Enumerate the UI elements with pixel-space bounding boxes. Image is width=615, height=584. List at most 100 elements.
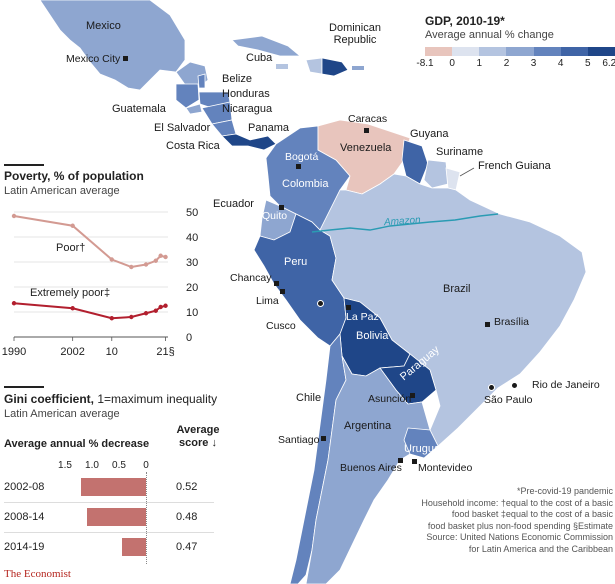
region-cuba <box>231 35 302 57</box>
label-honduras: Honduras <box>222 88 270 100</box>
label-uruguay: Uruguay <box>404 443 446 455</box>
poverty-y-tick: 20 <box>186 282 198 294</box>
region-mexico <box>39 0 186 91</box>
gini-decrease-header: Average annual % decrease <box>4 438 150 450</box>
label-caracas: Caracas <box>348 113 388 125</box>
legend-swatch-5 <box>587 47 615 56</box>
legend-tick: 5 <box>585 58 591 69</box>
gini-row-score: 0.47 <box>176 541 198 553</box>
city-marker-montevideo <box>412 459 417 464</box>
region-suriname <box>423 159 449 189</box>
poverty-point <box>163 303 168 308</box>
label-mexico-city: Mexico City <box>66 53 121 65</box>
poverty-point <box>11 213 17 219</box>
poverty-point <box>158 253 163 258</box>
legend-swatch-2 <box>506 47 534 56</box>
poverty-point <box>129 264 134 270</box>
brand-logo: The Economist <box>4 568 71 580</box>
region-brazil <box>319 173 587 447</box>
gini-title: Gini coefficient, 1=maximum inequality <box>4 392 217 406</box>
gini-axis-tick: 1.0 <box>85 460 99 471</box>
legend-tick: 0 <box>449 58 455 69</box>
poverty-point <box>70 223 75 228</box>
gini-axis-tick: 0.5 <box>112 460 126 471</box>
gini-bar <box>121 538 146 556</box>
poverty-y-tick: 50 <box>186 207 198 219</box>
poverty-x-tick: 21§ <box>156 346 174 358</box>
poverty-point <box>11 301 17 306</box>
poverty-rule <box>4 164 44 166</box>
city-marker-santiago <box>321 436 326 441</box>
gini-panel: Gini coefficient, 1=maximum inequality L… <box>0 386 230 566</box>
poverty-chart: 50 40 30 20 10 0 1990 2002 10 21§ Poor† Extremely p… <box>2 207 198 358</box>
label-montevideo: Montevideo <box>418 462 473 474</box>
note-line: *Pre-covid-19 pandemic <box>516 486 613 496</box>
city-marker-mexico-city <box>123 56 128 61</box>
gini-axis-tick: 1.5 <box>58 460 72 471</box>
poverty-title: Poverty, % of population <box>4 169 144 183</box>
gini-subtitle: Latin American average <box>4 408 120 420</box>
note-line: for Latin America and the Caribbean <box>468 543 613 554</box>
legend-tick: 1 <box>476 58 483 69</box>
label-sao-paulo: São Paulo <box>484 394 533 406</box>
legend-swatch-0 <box>452 47 480 56</box>
poverty-point <box>143 262 149 267</box>
gini-row-period: 2014-19 <box>4 541 45 553</box>
poverty-label-poor: Poor† <box>56 242 85 254</box>
french-guiana-pointer <box>459 167 475 177</box>
label-cuba: Cuba <box>246 52 273 64</box>
poverty-x-tick: 2002 <box>60 346 84 358</box>
poverty-point <box>109 316 114 321</box>
poverty-point <box>109 257 114 262</box>
gini-row-score: 0.48 <box>176 511 198 523</box>
city-marker-sao-paulo <box>488 384 495 391</box>
poverty-x-tick: 10 <box>106 346 118 358</box>
gdp-legend-title: GDP, 2010-19* <box>425 14 505 28</box>
poverty-y-tick: 30 <box>186 257 198 269</box>
label-chancay: Chancay <box>230 272 272 284</box>
note-line: food basket plus non-food spending §Esti… <box>427 520 613 531</box>
poverty-point <box>158 304 163 310</box>
poverty-y-tick: 40 <box>186 232 198 244</box>
note-line: Household income: †equal to the cost of … <box>421 497 613 508</box>
label-lima: Lima <box>256 295 279 307</box>
city-marker-cusco <box>317 300 324 307</box>
label-bolivia: Bolivia <box>356 330 389 342</box>
gini-axis-tick: 0 <box>143 460 149 471</box>
city-marker-bogota <box>296 164 301 169</box>
legend-swatch-1 <box>479 47 507 56</box>
label-french-guiana: French Guiana <box>478 160 551 172</box>
gini-row-separator <box>4 532 214 533</box>
label-santiago: Santiago <box>278 434 320 446</box>
poverty-series-line-extremely-poor <box>13 302 166 320</box>
gini-zero-line <box>146 472 147 564</box>
label-peru: Peru <box>284 256 308 268</box>
poverty-point <box>153 258 158 263</box>
label-dominican-republic: Dominican Republic <box>329 22 381 46</box>
amazon-river <box>311 213 499 233</box>
city-marker-brasilia <box>485 322 490 327</box>
poverty-y-tick: 10 <box>186 307 198 319</box>
region-haiti <box>305 57 323 75</box>
label-el-salvador: El Salvador <box>154 122 211 134</box>
region-puerto-rico <box>352 66 364 70</box>
region-belize <box>197 73 206 89</box>
gdp-legend-colorbar <box>425 47 615 56</box>
poverty-point <box>153 308 158 313</box>
gini-row-period: 2008-14 <box>4 511 45 523</box>
legend-tick: 3 <box>530 58 537 69</box>
poverty-point <box>70 306 75 311</box>
note-line: food basket ‡equal to the cost of a basi… <box>451 509 613 519</box>
gdp-legend-subtitle: Average annual % change <box>425 29 554 41</box>
label-ecuador: Ecuador <box>213 198 254 210</box>
poverty-series-line-poor <box>13 215 166 269</box>
legend-tick: 4 <box>557 58 564 69</box>
label-quito: Quito <box>262 210 288 222</box>
gini-row-separator <box>4 502 214 503</box>
label-guyana: Guyana <box>410 128 449 140</box>
label-venezuela: Venezuela <box>340 142 392 154</box>
poverty-y-tick: 0 <box>186 332 192 344</box>
gini-row-period: 2002-08 <box>4 481 45 493</box>
legend-swatch-3 <box>533 47 561 56</box>
label-suriname: Suriname <box>436 146 484 158</box>
